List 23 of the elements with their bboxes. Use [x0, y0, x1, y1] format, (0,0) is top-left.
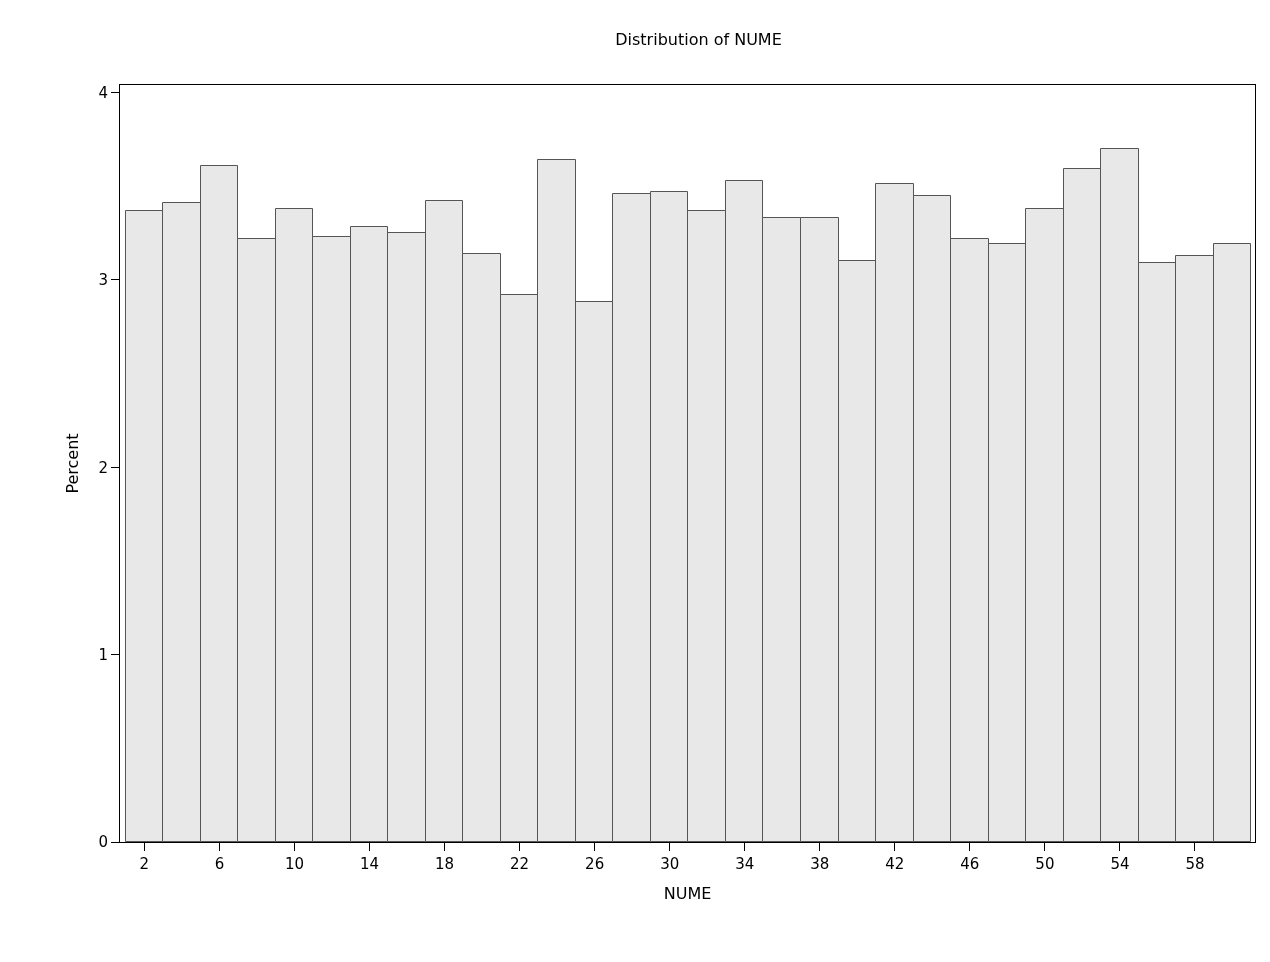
x-axis-title: NUME — [663, 883, 712, 903]
x-tick-label: 34 — [735, 855, 755, 873]
chart-title: Distribution of NUME — [615, 29, 782, 49]
x-tick-label: 18 — [435, 855, 455, 873]
x-tick-label: 42 — [885, 855, 905, 873]
x-tick-label: 14 — [359, 855, 380, 873]
x-tick-label: 10 — [284, 855, 305, 873]
x-tick-label: 30 — [660, 855, 680, 873]
y-tick-label: 2 — [98, 458, 108, 477]
y-tick-label: 1 — [98, 645, 108, 664]
x-tick-label: 58 — [1185, 855, 1205, 873]
x-tick-label: 22 — [510, 855, 530, 873]
y-tick-label: 0 — [98, 833, 108, 852]
x-tick-label: 38 — [810, 855, 830, 873]
x-tick-label: 54 — [1110, 855, 1130, 873]
x-tick-label: 2 — [139, 855, 150, 873]
y-axis-title: Percent — [63, 433, 83, 494]
x-tick-label: 46 — [960, 855, 980, 873]
x-tick-label: 26 — [585, 855, 605, 873]
y-tick-label: 4 — [98, 83, 108, 102]
x-tick-label: 50 — [1035, 855, 1055, 873]
y-tick-label: 3 — [98, 271, 108, 290]
x-tick-label: 6 — [214, 855, 225, 873]
